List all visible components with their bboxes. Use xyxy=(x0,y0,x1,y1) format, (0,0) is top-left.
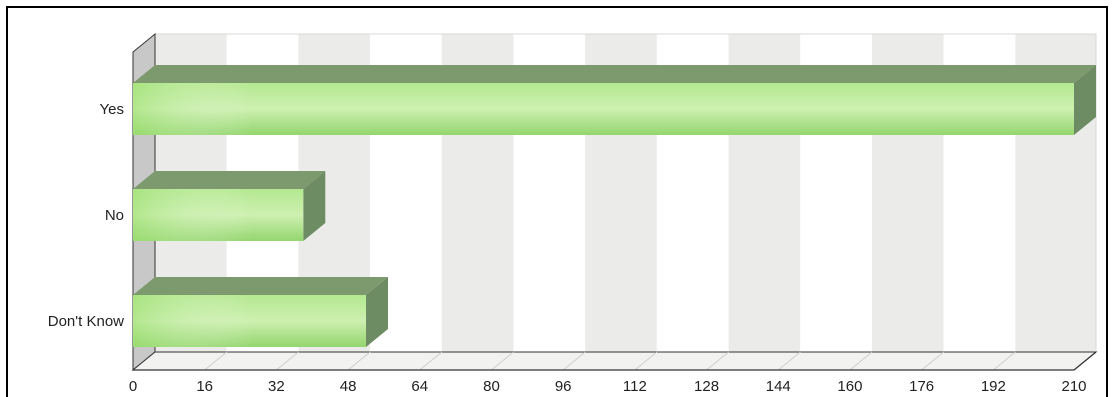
x-tick-label: 144 xyxy=(766,378,791,395)
x-tick-label: 32 xyxy=(268,378,285,395)
floor-gridline xyxy=(204,351,228,371)
x-axis-end xyxy=(1073,351,1097,371)
floor-gridline xyxy=(634,351,658,371)
floor-gridline xyxy=(562,351,586,371)
x-tick-label: 192 xyxy=(981,378,1006,395)
bar-shine xyxy=(133,83,253,135)
floor-gridline xyxy=(419,351,443,371)
x-axis-tick-labels: 0 16 32 48 64 80 96 112 128 144 160 176 192 210 xyxy=(129,378,1087,395)
bar-side-face xyxy=(1074,65,1096,135)
x-tick-label: 210 xyxy=(1061,378,1086,395)
floor-gridline xyxy=(921,351,944,371)
floor xyxy=(131,351,1098,371)
bar-shine xyxy=(133,295,253,347)
floor-gridline xyxy=(849,351,873,371)
category-label: Yes xyxy=(100,101,124,118)
x-tick-label: 64 xyxy=(411,378,428,395)
floor-gridline xyxy=(993,351,1016,371)
floor-gridline xyxy=(777,351,801,371)
floor-gridline xyxy=(276,351,299,371)
category-labels: Yes No Don't Know xyxy=(48,101,124,330)
bar-0 xyxy=(133,83,1074,135)
x-tick-label: 128 xyxy=(694,378,719,395)
bar-top-face xyxy=(133,65,1096,83)
bar-top-face xyxy=(133,171,326,189)
floor-gridline xyxy=(491,351,514,371)
x-tick-label: 96 xyxy=(555,378,572,395)
x-tick-label: 80 xyxy=(483,378,500,395)
bar-side-face xyxy=(366,277,389,347)
floor-gridline xyxy=(706,351,729,371)
x-tick-label: 160 xyxy=(837,378,862,395)
x-tick-label: 16 xyxy=(196,378,213,395)
floor-gridline xyxy=(347,351,371,371)
bar-top-face xyxy=(133,277,389,295)
bars xyxy=(133,65,1096,347)
bar-shine xyxy=(133,189,253,241)
category-label: No xyxy=(105,207,124,224)
category-label: Don't Know xyxy=(48,313,124,330)
x-tick-label: 48 xyxy=(340,378,357,395)
bar-side-face xyxy=(303,171,326,241)
x-tick-label: 0 xyxy=(129,378,137,395)
x-tick-label: 176 xyxy=(909,378,934,395)
x-tick-label: 112 xyxy=(623,378,647,395)
